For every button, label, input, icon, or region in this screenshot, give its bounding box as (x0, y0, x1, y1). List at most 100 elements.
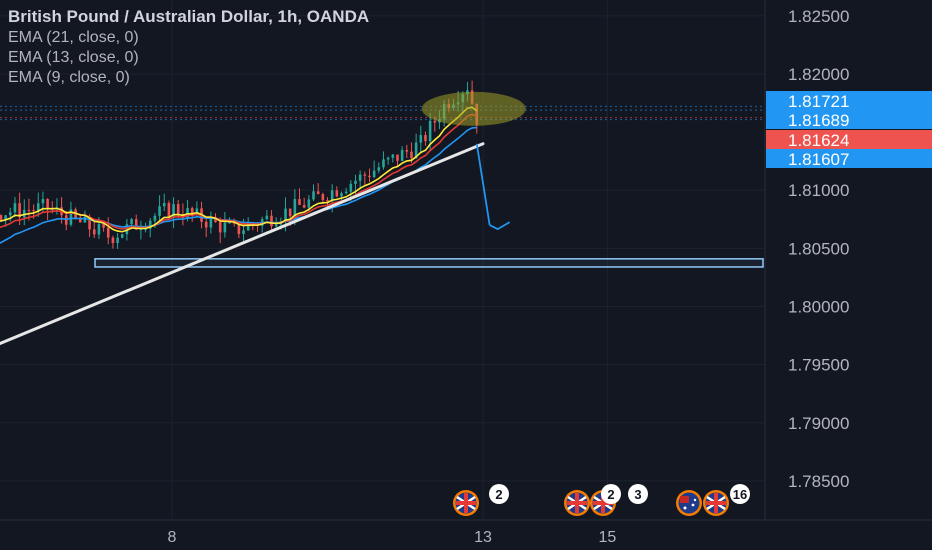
candle-body (307, 199, 311, 208)
event-count-label: 16 (733, 487, 747, 502)
candle-body (158, 206, 161, 216)
price-tick-label: 1.80500 (788, 239, 849, 258)
event-count-badge[interactable] (601, 484, 621, 504)
price-tag-bg (766, 110, 932, 129)
candle-body (363, 174, 367, 176)
uk-flag-icon[interactable] (564, 490, 590, 516)
price-tag-label: 1.81689 (788, 111, 849, 130)
price-tag-label: 1.81624 (788, 131, 849, 150)
highlight-ellipse[interactable] (421, 91, 526, 126)
event-count-badge[interactable] (730, 484, 750, 504)
projection-arrow-line[interactable] (475, 143, 491, 226)
candle-body (97, 224, 101, 235)
candle-body (153, 215, 157, 221)
candles-layer (0, 80, 479, 249)
ema-9-label[interactable]: EMA (9, close, 0) (8, 69, 130, 86)
flag-star (683, 506, 687, 510)
candle-body (13, 203, 17, 213)
candle-body (167, 203, 171, 217)
price-tick-label: 1.82500 (788, 7, 849, 26)
candle-body (27, 209, 31, 211)
drawings-layer[interactable] (0, 91, 526, 435)
price-tick-label: 1.80000 (788, 298, 849, 317)
candle-body (433, 120, 437, 123)
price-tag-label: 1.81607 (788, 150, 849, 169)
flag-star (693, 498, 697, 502)
projection-arrow-head[interactable] (489, 221, 511, 231)
time-tick-label: 15 (599, 529, 617, 546)
support-zone-rect[interactable] (94, 258, 764, 268)
candle-body (419, 135, 423, 143)
ema-13-label[interactable]: EMA (13, close, 0) (8, 49, 139, 66)
candle-body (246, 223, 250, 231)
candle-body (36, 203, 40, 211)
price-tick-label: 1.78500 (788, 472, 849, 491)
candle-body (400, 150, 404, 161)
candle-body (391, 154, 395, 158)
time-axis[interactable]: 8 13 15 (0, 519, 932, 546)
candle-body (190, 208, 194, 214)
events-layer[interactable]: 2 2 3 16 (453, 484, 750, 516)
price-tag-bg (766, 130, 932, 149)
trendline[interactable] (0, 142, 485, 435)
candle-body (214, 217, 217, 222)
candle-body (130, 219, 133, 225)
event-count-label: 2 (495, 487, 502, 502)
candle-body (125, 224, 129, 235)
candle-body (111, 237, 115, 244)
candle-body (349, 183, 353, 192)
price-tick-label: 1.81000 (788, 181, 849, 200)
flag-cross (464, 493, 468, 513)
candle-body (18, 203, 21, 218)
price-tick-label: 1.79500 (788, 356, 849, 375)
candle-body (270, 215, 273, 227)
candle-body (335, 190, 339, 197)
candle-body (405, 150, 409, 152)
candle-body (218, 221, 222, 233)
ema-21-line (0, 126, 477, 244)
candle-body (312, 191, 315, 200)
candle-body (106, 227, 110, 238)
candle-body (4, 215, 7, 220)
candle-body (172, 204, 175, 217)
flag-cross (575, 493, 579, 513)
price-tag-bg (766, 91, 932, 110)
candle-body (298, 199, 301, 205)
flag-cross (714, 493, 718, 513)
candle-body (204, 221, 208, 228)
price-tag-bg (766, 149, 932, 168)
candle-body (223, 222, 227, 233)
candle-body (228, 222, 231, 224)
candle-body (237, 223, 241, 234)
candle-body (382, 159, 385, 168)
event-count-badge[interactable] (628, 484, 648, 504)
price-tag-label: 1.81721 (788, 92, 849, 111)
uk-flag-icon[interactable] (703, 490, 729, 516)
candle-body (41, 198, 45, 204)
candle-body (46, 198, 49, 209)
ema-layer (0, 106, 478, 244)
candle-body (242, 230, 245, 234)
candle-body (340, 193, 343, 197)
candle-body (321, 194, 325, 201)
candle-body (372, 170, 376, 178)
price-axis[interactable]: 1.82500 1.82000 1.81000 1.80500 1.80000 1.795… (764, 0, 932, 550)
flag-cross (601, 493, 605, 513)
event-count-badge[interactable] (489, 484, 509, 504)
candle-body (88, 216, 91, 230)
flag-canton (680, 496, 689, 503)
candle-body (209, 217, 213, 228)
time-tick-label: 8 (168, 529, 177, 546)
ema-13-line (0, 113, 478, 230)
uk-flag-icon[interactable] (453, 490, 479, 516)
candle-body (69, 209, 73, 225)
au-flag-icon[interactable] (676, 490, 702, 516)
candle-body (284, 208, 287, 222)
candle-body (0, 215, 3, 220)
candle-body (265, 215, 269, 220)
candle-body (424, 135, 427, 142)
flag-star (691, 503, 695, 507)
ema-21-label[interactable]: EMA (21, close, 0) (8, 29, 139, 46)
